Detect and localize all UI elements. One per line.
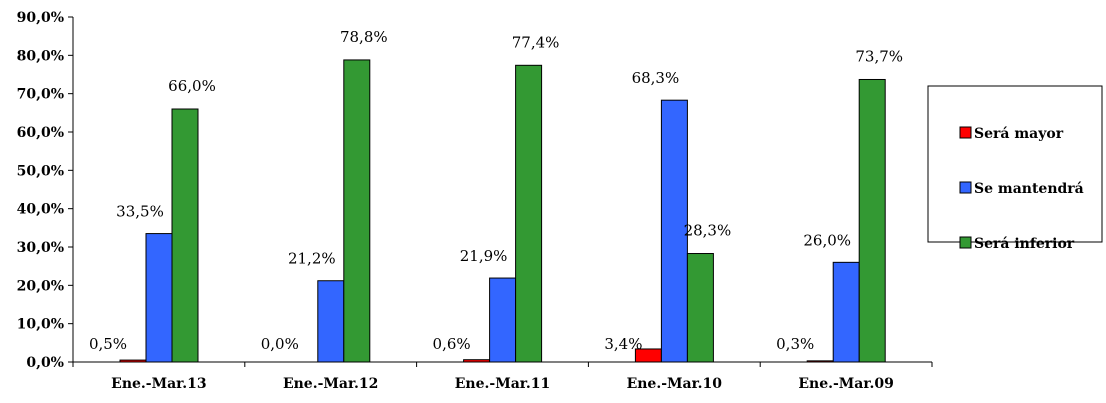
bar xyxy=(145,233,173,363)
y-tick-label: 90,0% xyxy=(17,10,64,26)
bar xyxy=(343,59,371,363)
legend-swatch xyxy=(959,126,972,139)
data-label: 0,3% xyxy=(776,335,814,353)
bar xyxy=(660,99,688,363)
x-tick-label: Ene.-Mar.11 xyxy=(455,376,550,392)
bar xyxy=(832,261,860,363)
data-label: 77,4% xyxy=(512,33,560,51)
data-label: 0,0% xyxy=(261,335,299,353)
legend-label: Se mantendrá xyxy=(974,181,1084,197)
y-axis: 0,0% 10,0% 20,0% 30,0% 40,0% 50,0% 60,0% 70,0% 8… xyxy=(17,10,74,371)
data-label: 26,0% xyxy=(803,231,851,249)
data-label: 68,3% xyxy=(632,69,680,87)
data-label: 21,9% xyxy=(460,247,508,265)
data-label: 78,8% xyxy=(340,28,388,46)
data-label: 33,5% xyxy=(116,203,164,221)
bar xyxy=(171,108,199,363)
legend-label: Será mayor xyxy=(974,126,1064,142)
x-axis: Ene.-Mar.13 Ene.-Mar.12 Ene.-Mar.11 Ene.-Ma… xyxy=(72,361,933,392)
y-tick-label: 60,0% xyxy=(17,125,64,141)
data-label: 66,0% xyxy=(168,77,216,95)
bars xyxy=(119,59,886,363)
y-tick-label: 50,0% xyxy=(17,163,64,179)
x-tick-label: Ene.-Mar.10 xyxy=(627,376,723,392)
x-tick-label: Ene.-Mar.13 xyxy=(111,376,206,392)
data-label: 3,4% xyxy=(604,335,642,353)
bar xyxy=(489,277,517,363)
y-tick-label: 40,0% xyxy=(17,202,64,218)
y-tick-label: 80,0% xyxy=(17,48,64,64)
y-tick-label: 30,0% xyxy=(17,240,64,256)
y-tick-label: 10,0% xyxy=(17,317,64,333)
x-tick-label: Ene.-Mar.12 xyxy=(283,376,378,392)
data-label: 73,7% xyxy=(855,47,903,65)
y-tick-label: 70,0% xyxy=(17,87,64,103)
data-label: 28,3% xyxy=(684,222,732,240)
legend: Será mayor Se mantendrá Será inferior xyxy=(927,85,1103,252)
bar xyxy=(463,359,491,363)
data-label: 21,2% xyxy=(288,250,336,268)
legend-swatch xyxy=(959,236,972,249)
bar xyxy=(686,253,714,363)
y-tick-label: 0,0% xyxy=(26,355,64,371)
x-tick-label: Ene.-Mar.09 xyxy=(798,376,893,392)
bar xyxy=(317,280,345,363)
legend-swatch xyxy=(959,181,972,194)
bar xyxy=(119,359,147,363)
legend-box xyxy=(927,85,1103,243)
data-labels: 0,5% 0,0% 0,6% 3,4% 0,3% 33,5% 21,2% 21,9% 68,3%… xyxy=(89,28,903,353)
data-label: 0,5% xyxy=(89,335,127,353)
legend-label: Será inferior xyxy=(974,236,1075,252)
bar xyxy=(806,360,834,363)
y-tick-label: 20,0% xyxy=(17,278,64,294)
data-label: 0,6% xyxy=(433,335,471,353)
bar xyxy=(858,78,886,363)
bar xyxy=(515,64,543,363)
